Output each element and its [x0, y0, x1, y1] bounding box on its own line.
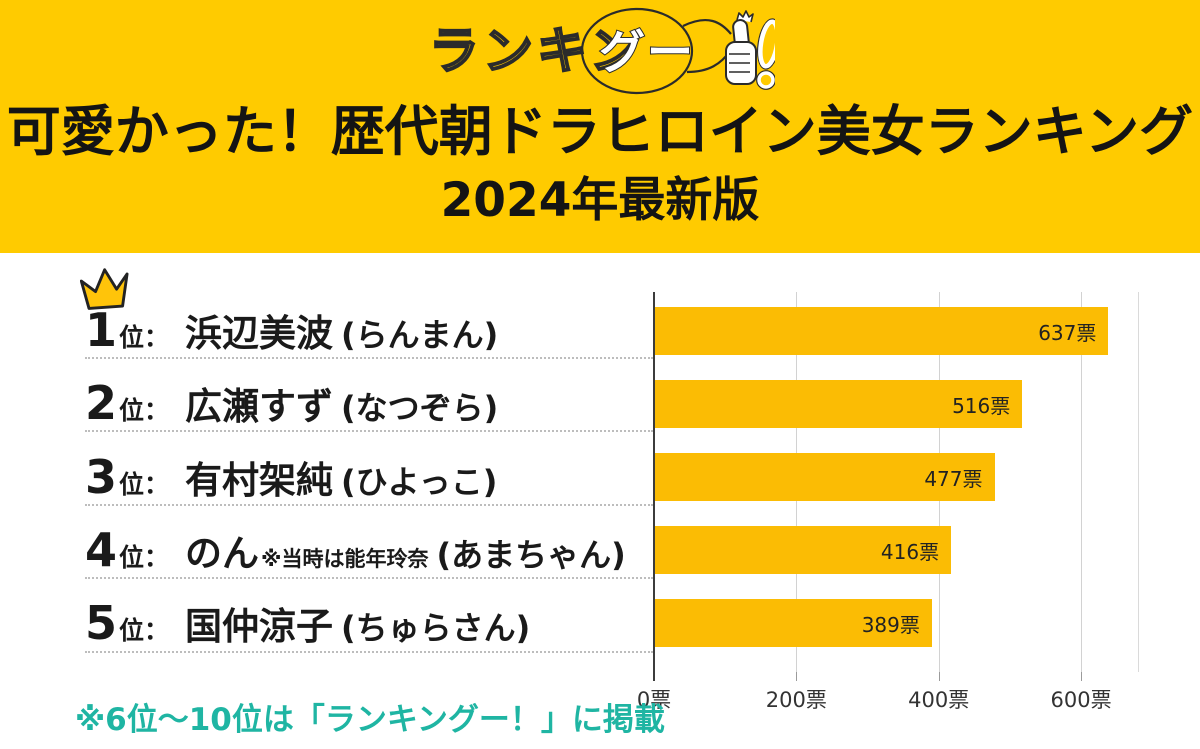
page-title-line2: 2024年最新版: [440, 173, 760, 228]
drama-title: (ちゅらさん): [341, 609, 531, 647]
chart-bar-rank5: 389票: [655, 599, 932, 647]
bar-value-label: 389票: [861, 612, 920, 637]
chart-bar-rank3: 477票: [655, 453, 995, 501]
axis-tick: [938, 672, 940, 681]
rank-suffix: 位：: [119, 616, 170, 645]
crown-icon: [79, 266, 130, 312]
celebrity-name: のん: [185, 532, 260, 575]
drama-title: (あまちゃん): [436, 536, 626, 574]
gridline: [1081, 292, 1083, 672]
ranking-row-2: 2 位： 広瀬すず (なつぞら): [85, 376, 498, 430]
rank-number: 5: [85, 596, 118, 650]
chart-bar-rank2: 516票: [655, 380, 1023, 428]
ranking-row-1: 1 位： 浜辺美波 (らんまん): [85, 303, 498, 357]
rank-suffix: 位：: [119, 470, 170, 499]
logo-text-outline: ランキン: [429, 22, 644, 80]
row-separator: [85, 651, 653, 653]
row-separator: [85, 430, 653, 432]
drama-title: (ひよっこ): [341, 463, 498, 501]
ranking-row-5: 5 位： 国仲涼子 (ちゅらさん): [85, 596, 530, 650]
x-axis-labels: 0票 200票 400票 600票: [637, 684, 1138, 712]
x-axis-label: 400票: [908, 688, 970, 712]
bar-value-label: 516票: [952, 393, 1011, 418]
rankingoo-logo-art: ランキン グー: [428, 7, 781, 95]
logo-text-bubble: グー: [599, 25, 695, 79]
bar-value-label: 477票: [924, 466, 983, 491]
ranking-row-3: 3 位： 有村架純 (ひよっこ): [85, 450, 497, 504]
bar-value-label: 637票: [1038, 320, 1097, 345]
rank-suffix: 位：: [119, 543, 170, 572]
x-axis-label: 200票: [765, 688, 827, 712]
rank-number: 4: [85, 523, 118, 577]
row-separator: [85, 357, 653, 359]
rank-number: 2: [85, 376, 118, 430]
page-title-line1: 可愛かった！歴代朝ドラヒロイン美女ランキング: [6, 100, 1194, 163]
footer-note: ※6位〜10位は「ランキングー！」に掲載: [75, 702, 665, 738]
rank-suffix: 位：: [119, 323, 170, 352]
logo-thumbs-up-icon: [725, 10, 757, 85]
drama-title: (なつぞら): [341, 389, 499, 427]
axis-tick: [796, 672, 798, 681]
celebrity-name: 浜辺美波: [185, 312, 334, 355]
celebrity-name: 広瀬すず: [185, 385, 334, 428]
celebrity-name: 国仲涼子: [185, 605, 334, 648]
axis-tick: [653, 672, 655, 681]
ranking-row-4: 4 位： のん ※当時は能年玲奈 (あまちゃん): [85, 523, 626, 577]
x-axis-label: 600票: [1050, 688, 1112, 712]
rankingoo-logo: ランキン グー: [425, 6, 781, 100]
header-banner: ランキン グー: [0, 0, 1200, 253]
chart-bar-rank1: 637票: [655, 307, 1109, 355]
name-note: ※当時は能年玲奈: [261, 547, 429, 571]
logo-exclamation-icon: [756, 18, 781, 90]
celebrity-name: 有村架純: [185, 459, 334, 502]
chart-bar-rank4: 416票: [655, 526, 952, 574]
rank-number: 1: [85, 303, 118, 357]
plot-right-border: [1138, 292, 1139, 672]
x-axis-label: 0票: [636, 688, 672, 712]
rank-suffix: 位：: [119, 396, 170, 425]
row-separator: [85, 577, 653, 579]
rank-number: 3: [85, 450, 118, 504]
bar-chart-plot: 637票 516票 477票 416票 389票: [653, 292, 1139, 681]
row-separator: [85, 504, 653, 506]
axis-tick: [1081, 672, 1083, 681]
drama-title: (らんまん): [341, 316, 499, 354]
bar-value-label: 416票: [880, 539, 940, 564]
y-axis-line: [653, 292, 655, 681]
